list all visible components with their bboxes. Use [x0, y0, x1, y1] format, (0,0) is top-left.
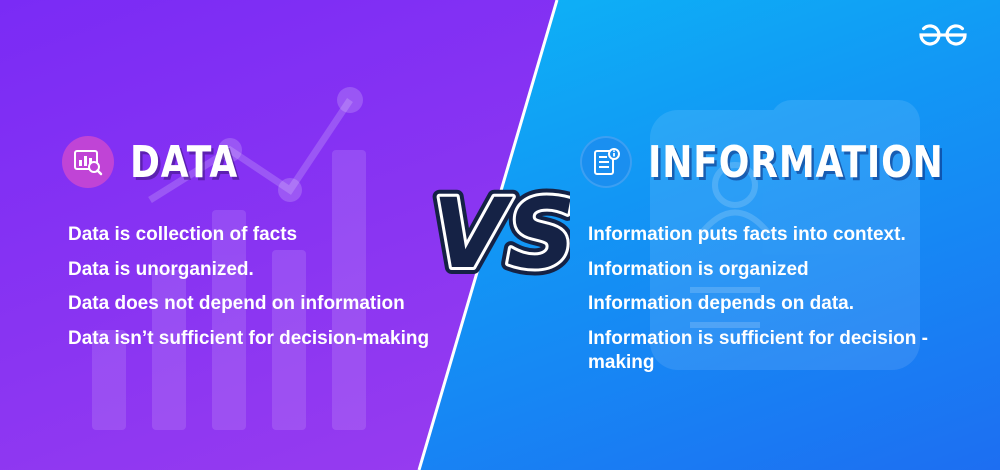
information-fact-item: Information depends on data.	[588, 293, 855, 314]
geeksforgeeks-logo-icon	[919, 24, 967, 46]
data-fact-item: Data is unorganized.	[68, 258, 254, 280]
information-fact-item: Information is organized	[588, 258, 809, 280]
data-title-row: DATA	[62, 136, 262, 188]
information-facts-list: Information puts facts into context. Inf…	[588, 218, 958, 375]
information-title-row: INFORMATION	[580, 136, 1000, 188]
vs-text-outline: VS	[432, 178, 570, 290]
vs-text: VS	[432, 178, 570, 290]
data-fact-item: Data isn’t sufficient for decision-makin…	[68, 327, 430, 349]
information-fact-item: Information puts facts into context.	[588, 224, 906, 245]
data-analytics-icon	[62, 136, 114, 188]
data-fact-item: Data is collection of facts	[68, 224, 298, 245]
data-fact-item: Data does not depend on information	[68, 293, 405, 314]
information-fact-item: Information is sufficient for decision -…	[588, 327, 928, 373]
information-document-icon	[580, 136, 632, 188]
vs-badge: VS VS VS	[432, 172, 570, 290]
data-title: DATA	[130, 136, 239, 188]
vs-text-inner-outline: VS	[432, 178, 570, 290]
information-title: INFORMATION	[648, 136, 944, 188]
data-facts-list: Data is collection of facts Data is unor…	[68, 218, 429, 356]
